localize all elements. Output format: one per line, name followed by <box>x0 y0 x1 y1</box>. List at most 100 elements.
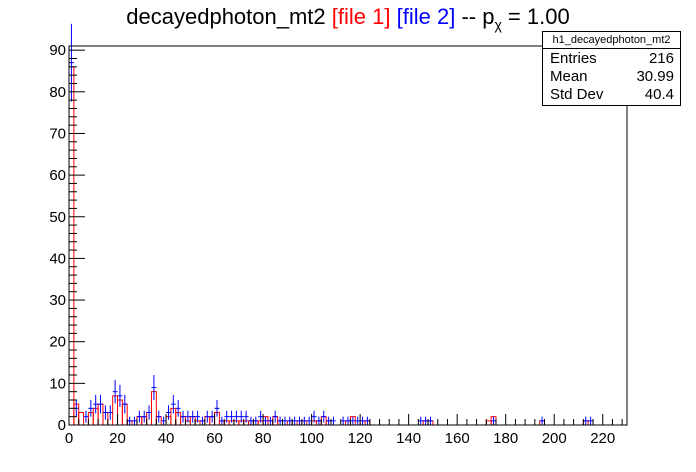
file2-data-point <box>69 23 74 102</box>
x-tick-label: 80 <box>255 430 272 447</box>
file2-data-point <box>151 375 157 401</box>
y-tick-label: 10 <box>49 375 66 392</box>
x-tick-label: 160 <box>445 430 470 447</box>
stats-value: 216 <box>648 50 674 67</box>
file2-data-point <box>146 405 152 420</box>
file2-data-point <box>117 384 123 407</box>
file2-data-point <box>185 410 191 423</box>
file2-data-point <box>272 410 278 423</box>
stats-header: h1_decayedphoton_mt2 <box>543 32 680 49</box>
file2-data-point <box>316 416 322 425</box>
file1-hist-bar <box>485 420 492 425</box>
stats-value: 30.99 <box>636 68 674 85</box>
file2-data-point <box>287 416 293 425</box>
file2-data-point <box>180 410 186 423</box>
file2-data-point <box>93 394 99 414</box>
file2-data-point <box>428 416 433 425</box>
file1-hist-bar <box>78 412 85 425</box>
file1-hist-bar <box>68 66 75 425</box>
y-tick-label: 90 <box>49 42 66 59</box>
stats-label: Entries <box>550 50 597 67</box>
file2-data-point <box>214 400 220 417</box>
file2-data-point <box>292 416 298 425</box>
x-tick-label: 0 <box>65 430 73 447</box>
file2-data-point <box>122 394 128 414</box>
file2-data-point <box>423 416 429 425</box>
file2-data-point <box>355 416 361 425</box>
file2-data-point <box>107 405 113 420</box>
stats-row-stddev: Std Dev 40.4 <box>543 85 680 103</box>
title-name: decayedphoton_mt2 <box>126 4 326 29</box>
file2-data-point <box>238 410 244 423</box>
file2-data-point <box>588 416 594 425</box>
stats-label: Mean <box>550 68 588 85</box>
y-tick-label: 20 <box>49 334 66 351</box>
file2-data-point <box>190 410 196 423</box>
title-tail-suffix: = 1.00 <box>507 4 570 29</box>
title-file1: [file 1] <box>331 4 391 29</box>
file2-data-point <box>141 410 147 423</box>
file2-data-point <box>136 410 142 423</box>
file2-data-point <box>170 394 176 414</box>
x-tick-label: 120 <box>348 430 373 447</box>
file2-data-point <box>112 379 118 404</box>
file2-data-point <box>161 416 167 425</box>
x-tick-label: 20 <box>109 430 126 447</box>
y-tick-label: 70 <box>49 125 66 142</box>
y-tick-label: 30 <box>49 292 66 309</box>
stats-row-entries: Entries 216 <box>543 49 680 67</box>
file2-data-point <box>311 410 317 423</box>
file2-data-point <box>583 416 589 425</box>
file2-data-point <box>331 416 336 425</box>
file2-data-point <box>175 400 181 417</box>
file2-data-point <box>233 410 239 423</box>
title-tail-sub: χ <box>494 16 502 33</box>
y-tick-label: 60 <box>49 167 66 184</box>
file2-data-point <box>321 410 327 423</box>
file2-data-point <box>243 410 249 423</box>
y-tick-label: 40 <box>49 250 66 267</box>
title-file2: [file 2] <box>396 4 456 29</box>
file2-data-point <box>263 416 268 425</box>
file2-data-point <box>345 416 351 425</box>
plot-frame <box>68 45 628 426</box>
file2-data-point <box>360 416 365 425</box>
file2-data-point <box>204 410 210 423</box>
file2-data-point <box>253 416 259 425</box>
stats-value: 40.4 <box>644 86 674 103</box>
file2-data-point <box>83 410 89 423</box>
file2-data-point <box>229 410 234 423</box>
axis-tick-labels: 0 20 40 60 80 100 120 140 160 180 200 220 0 10 20 30 40 5… <box>49 42 615 447</box>
file2-data-point <box>301 416 307 425</box>
series-layer <box>68 23 613 426</box>
title-tail-prefix: -- p <box>461 4 495 29</box>
x-tick-label: 180 <box>493 430 518 447</box>
file2-data-point <box>277 416 283 425</box>
file2-data-point <box>200 416 205 425</box>
file2-data-point <box>219 416 225 425</box>
file2-data-point <box>258 410 264 423</box>
chart-title: decayedphoton_mt2 [file 1] [file 2] -- p… <box>0 4 696 32</box>
file2-data-point <box>267 416 273 425</box>
x-tick-label: 100 <box>299 430 324 447</box>
file2-data-point <box>248 416 254 425</box>
file2-data-point <box>282 416 288 425</box>
stats-label: Std Dev <box>550 86 604 103</box>
file2-data-point <box>326 416 332 425</box>
file2-data-point <box>306 416 312 425</box>
file2-data-point <box>418 416 424 425</box>
file2-data-point <box>491 416 496 425</box>
stats-row-mean: Mean 30.99 <box>543 67 680 85</box>
file2-data-point <box>350 416 356 425</box>
file2-data-point <box>364 416 370 425</box>
y-tick-label: 0 <box>58 417 66 434</box>
stats-box: h1_decayedphoton_mt2 Entries 216 Mean 30… <box>542 31 681 106</box>
file2-data-point <box>98 394 103 414</box>
x-tick-label: 40 <box>158 430 175 447</box>
file2-data-point <box>156 410 162 423</box>
file2-data-point <box>102 405 108 420</box>
file2-data-point <box>166 405 171 420</box>
y-tick-label: 50 <box>49 209 66 226</box>
file2-data-point <box>127 416 133 425</box>
x-tick-label: 220 <box>590 430 615 447</box>
